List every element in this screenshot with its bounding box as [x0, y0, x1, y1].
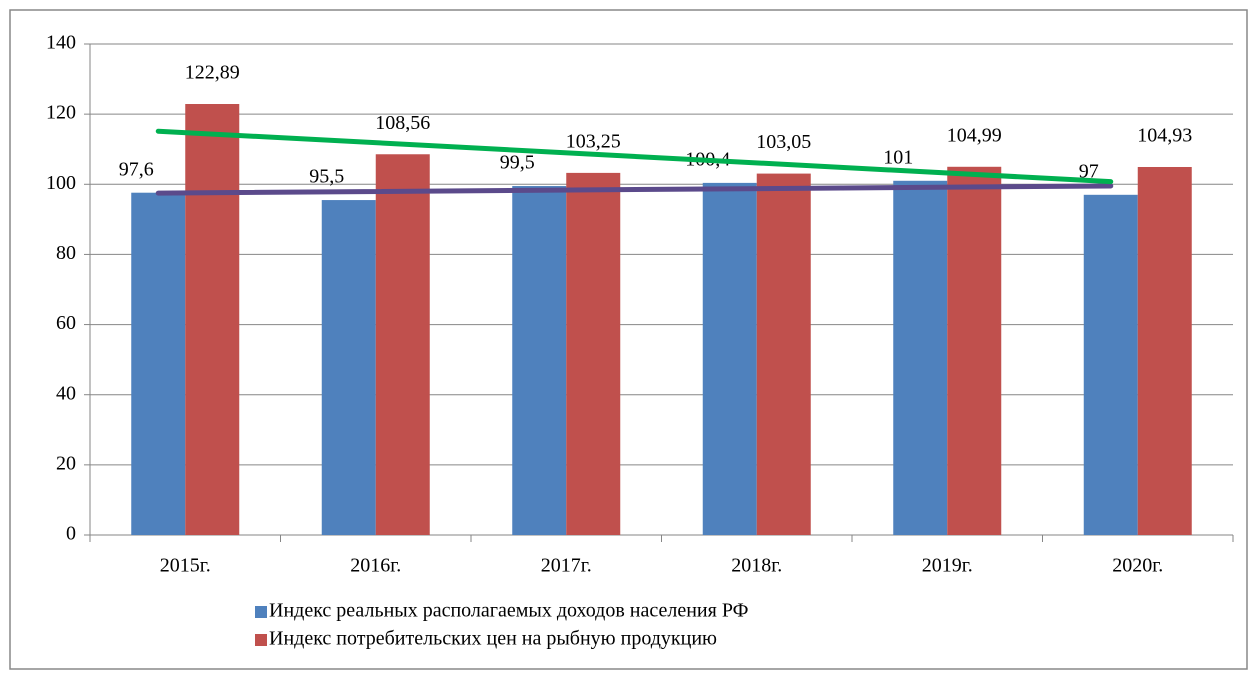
legend-label: Индекс потребительских цен на рыбную про…	[269, 628, 717, 650]
bar	[702, 182, 757, 535]
bar	[893, 180, 948, 535]
trendline	[155, 128, 1114, 185]
bar	[375, 154, 430, 535]
y-tick-label: 120	[46, 102, 76, 124]
legend-label: Индекс реальных располагаемых доходов на…	[269, 600, 748, 622]
value-label: 99,5	[500, 152, 535, 174]
x-tick-label: 2016г.	[350, 555, 401, 577]
y-tick-label: 40	[56, 382, 76, 404]
value-label: 95,5	[309, 166, 344, 188]
y-tick-label: 140	[46, 32, 76, 54]
bar	[1137, 166, 1192, 536]
y-tick-label: 100	[46, 172, 76, 194]
bar	[512, 186, 567, 535]
value-label: 108,56	[375, 112, 430, 134]
bar	[947, 166, 1002, 535]
value-label: 97,6	[119, 158, 154, 180]
legend-swatch	[255, 634, 267, 646]
bar	[321, 200, 376, 535]
legend-swatch	[255, 606, 267, 618]
x-tick-label: 2019г.	[922, 555, 973, 577]
x-tick-label: 2020г.	[1112, 555, 1163, 577]
value-label: 104,93	[1137, 125, 1192, 147]
value-label: 104,99	[947, 124, 1002, 146]
y-tick-label: 80	[56, 242, 76, 264]
x-tick-label: 2017г.	[541, 555, 592, 577]
bar	[131, 192, 186, 535]
y-tick-label: 20	[56, 452, 76, 474]
value-label: 103,05	[756, 131, 811, 153]
y-tick-label: 60	[56, 312, 76, 334]
bar	[1083, 194, 1138, 536]
value-label: 122,89	[185, 62, 240, 84]
bar	[185, 104, 240, 536]
bar	[566, 172, 621, 535]
value-label: 97	[1079, 160, 1099, 182]
x-tick-label: 2018г.	[731, 555, 782, 577]
trendline	[155, 183, 1114, 196]
value-label: 101	[883, 146, 913, 168]
x-tick-label: 2015г.	[160, 555, 211, 577]
value-label: 103,25	[566, 130, 621, 152]
y-tick-label: 0	[66, 523, 76, 545]
bar	[756, 173, 811, 535]
